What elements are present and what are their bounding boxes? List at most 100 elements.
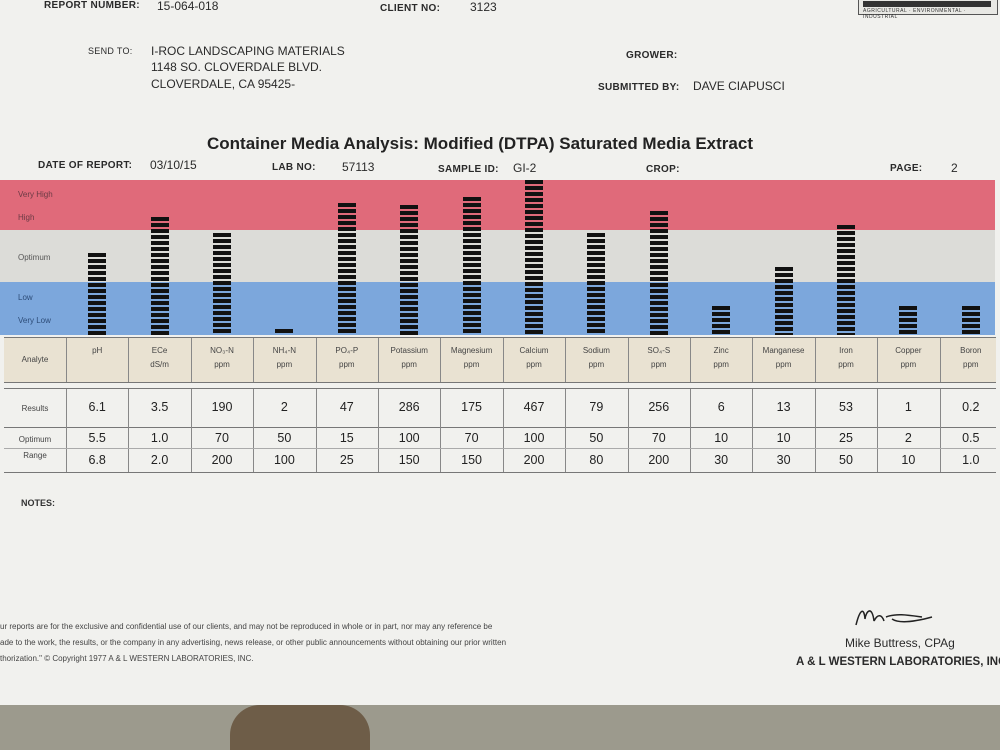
- column-divider: [190, 426, 192, 472]
- optimum-low-value: 50: [277, 431, 292, 445]
- optimum-low-value: 0.5: [962, 431, 980, 445]
- analyte-name: Calcium: [519, 346, 549, 355]
- level-bar: [525, 180, 543, 335]
- result-value: 1: [904, 400, 912, 414]
- analyte-unit: ppm: [963, 360, 979, 369]
- column-divider: [128, 389, 130, 427]
- level-bar: [275, 329, 294, 335]
- optimum-high-value: 10: [901, 453, 916, 467]
- lab-no-value: 57113: [342, 160, 375, 174]
- lab-name: A & L WESTERN LABORATORIES, INC: [796, 656, 1000, 668]
- column-divider: [440, 426, 442, 472]
- send-to-label: SEND TO:: [88, 46, 133, 56]
- result-value: 190: [211, 400, 233, 414]
- optimum-high-value: 6.8: [88, 453, 106, 467]
- background-ground: [0, 705, 1000, 750]
- optimum-high-value: 2.0: [150, 453, 169, 467]
- optimum-high-value: 25: [339, 453, 354, 467]
- optimum-low-value: 10: [776, 431, 791, 445]
- column-divider: [690, 338, 691, 382]
- column-divider: [128, 426, 130, 472]
- analyte-name: Zinc: [713, 346, 729, 355]
- analyte-name: Copper: [895, 346, 922, 355]
- column-divider: [128, 338, 130, 382]
- signer-name: Mike Buttress, CPAg: [845, 636, 955, 650]
- column-divider: [814, 389, 816, 427]
- column-divider: [502, 389, 504, 427]
- analyte-name: SO₄-S: [647, 346, 671, 355]
- result-value: 6: [717, 400, 725, 414]
- analyte-unit: ppm: [713, 360, 729, 369]
- disclaimer-line-2: ade to the work, the results, or the com…: [0, 638, 507, 647]
- lab-logo: AGRICULTURAL · ENVIRONMENTAL · INDUSTRIA…: [858, 0, 998, 20]
- column-divider: [752, 389, 754, 427]
- column-divider: [627, 338, 629, 382]
- result-value: 47: [339, 400, 354, 414]
- analyte-header-row: Analyte pH ECe dS/m NO₃-N ppm NH₄-N ppm PO₄-P ppm…: [4, 337, 996, 383]
- date-of-report-value: 03/10/15: [150, 158, 197, 172]
- optimum-low-value: 10: [714, 431, 729, 445]
- analyte-unit: ppm: [401, 360, 417, 369]
- analyte-name: ECe: [151, 346, 168, 355]
- band-label-low: Low: [18, 293, 33, 302]
- level-bar: [150, 217, 169, 335]
- client-no-value: 3123: [470, 0, 497, 14]
- analyte-unit: ppm: [775, 360, 792, 369]
- column-divider: [378, 389, 379, 427]
- analyte-name: Manganese: [762, 346, 805, 355]
- optimum-low-value: 100: [523, 431, 545, 445]
- column-divider: [690, 426, 691, 472]
- client-no-label: CLIENT NO:: [380, 3, 441, 14]
- column-divider: [877, 338, 879, 382]
- band-label-very-low: Very Low: [18, 316, 51, 325]
- send-to-city: CLOVERDALE, CA 95425-: [151, 77, 296, 91]
- level-chart: Very High High Optimum Low Very Low: [0, 180, 995, 335]
- optimum-high-value: 30: [714, 453, 729, 467]
- analyte-unit: ppm: [214, 360, 230, 369]
- analyte-unit: ppm: [276, 360, 293, 369]
- band-label-very-high: Very High: [18, 190, 53, 199]
- result-value: 6.1: [88, 400, 106, 414]
- level-bar: [400, 205, 419, 335]
- column-divider: [315, 338, 317, 382]
- optimum-high-value: 1.0: [962, 453, 980, 467]
- column-divider: [66, 389, 67, 427]
- optimum-high-value: 150: [398, 453, 420, 467]
- disclaimer-line-3: thorization." © Copyright 1977 A & L WES…: [0, 654, 254, 663]
- optimum-low-value: 15: [339, 431, 354, 445]
- analyte-name: Boron: [960, 346, 982, 355]
- analyte-name: Iron: [839, 346, 853, 355]
- optimum-low-value: 25: [839, 431, 853, 445]
- column-divider: [877, 426, 879, 472]
- page-value: 2: [951, 161, 958, 175]
- range-divider: [4, 448, 996, 449]
- level-bar: [774, 267, 793, 335]
- optimum-low-value: 100: [398, 431, 420, 445]
- column-divider: [378, 338, 379, 382]
- send-to-name: I-ROC LANDSCAPING MATERIALS: [151, 44, 345, 58]
- column-divider: [378, 426, 379, 472]
- analyte-unit: ppm: [339, 360, 355, 369]
- result-value: 256: [648, 400, 670, 414]
- sample-id-label: SAMPLE ID:: [438, 164, 499, 175]
- column-divider: [752, 426, 754, 472]
- report-title: Container Media Analysis: Modified (DTPA…: [207, 134, 753, 153]
- level-bar: [88, 253, 107, 335]
- optimum-high-value: 100: [273, 453, 295, 467]
- column-divider: [939, 426, 941, 472]
- optimum-high-value: 200: [648, 453, 670, 467]
- column-divider: [315, 426, 317, 472]
- column-divider: [253, 338, 255, 382]
- optimum-row-label: Optimum: [18, 435, 52, 444]
- level-bar: [712, 306, 731, 335]
- results-row: Results 6.1 3.5 190 2 47 286 175 467 79 256 6 13 53 1 0…: [4, 388, 996, 428]
- send-to-street: 1148 SO. CLOVERDALE BLVD.: [151, 60, 322, 74]
- column-divider: [627, 426, 629, 472]
- optimum-low-value: 2: [904, 431, 912, 445]
- analyte-row-label: Analyte: [21, 355, 49, 364]
- optimum-high-value: 50: [839, 453, 853, 467]
- optimum-low-value: 70: [651, 431, 666, 445]
- report-number-label: REPORT NUMBER:: [44, 0, 140, 11]
- result-value: 467: [523, 400, 545, 414]
- level-bar: [837, 225, 855, 335]
